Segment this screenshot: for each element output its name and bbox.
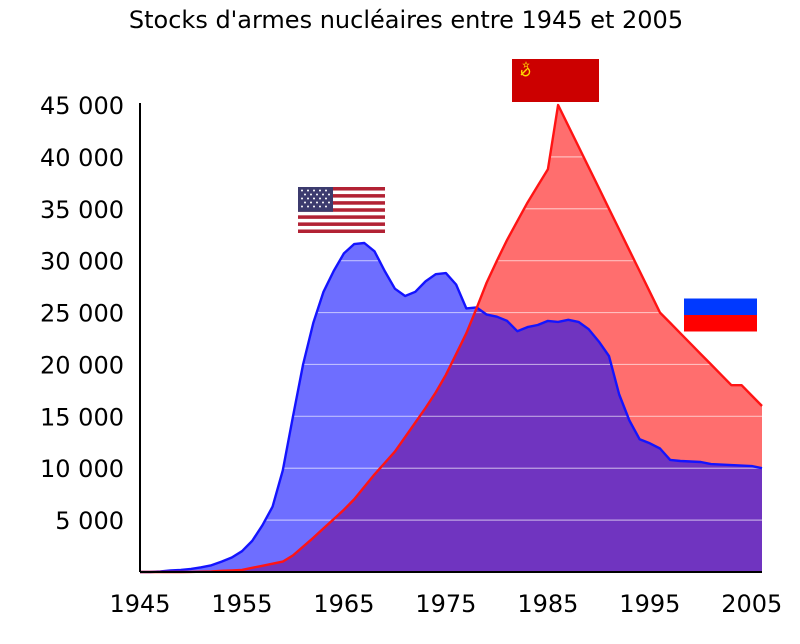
usa-flag-icon [298,187,385,233]
y-tick-label: 25 000 [40,300,124,328]
y-tick-label: 45 000 [40,92,124,120]
x-tick-label: 1975 [415,590,476,618]
y-tick-label: 5 000 [55,507,124,535]
y-tick-label: 30 000 [40,248,124,276]
series-overlap-area [140,308,762,572]
y-tick-label: 20 000 [40,351,124,379]
y-tick-label: 35 000 [40,196,124,224]
x-tick-label: 1995 [619,590,680,618]
y-tick-label: 15 000 [40,403,124,431]
russia-flag-icon [684,282,757,332]
y-tick-labels: 5 000 10 000 15 000 20 000 25 000 30 000 35 00… [40,92,124,535]
ussr-flag-icon [512,59,599,102]
x-tick-label: 2005 [721,590,782,618]
y-tick-label: 10 000 [40,455,124,483]
x-tick-label: 1955 [211,590,272,618]
x-tick-label: 1965 [313,590,374,618]
x-tick-label: 1985 [517,590,578,618]
chart-title: Stocks d'armes nucléaires entre 1945 et … [129,6,683,34]
series-line-ussr-russia [140,103,763,574]
x-tick-label: 1945 [109,590,170,618]
series-areas [140,105,762,572]
series-line-usa [140,241,763,574]
series-lines [140,103,763,574]
x-tick-labels: 1945 1955 1965 1975 1985 1995 2005 [109,590,782,618]
y-tick-label: 40 000 [40,144,124,172]
